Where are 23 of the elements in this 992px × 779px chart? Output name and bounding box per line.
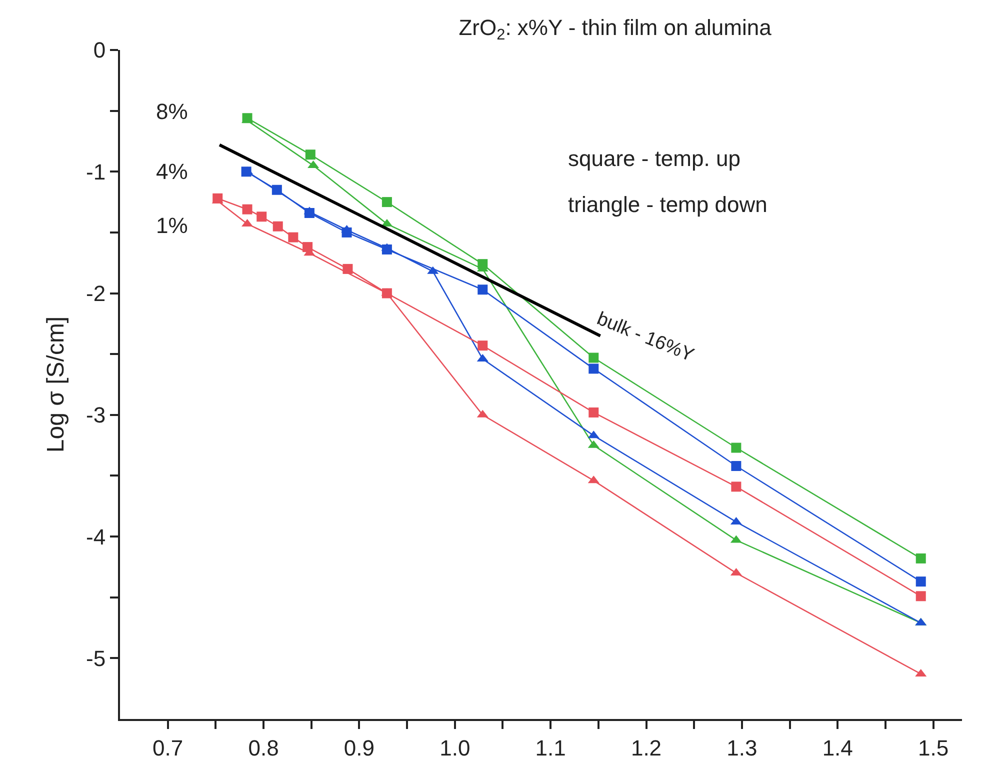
y-tick-label: -3: [86, 402, 106, 428]
y-tick-label: -1: [86, 159, 106, 184]
annotation: 8%: [156, 99, 188, 124]
x-tick-label: 0.8: [248, 735, 279, 760]
x-tick-label: 1.2: [630, 735, 662, 760]
x-tick-label: 1.3: [726, 735, 758, 760]
y-tick-label: -2: [86, 280, 106, 306]
annotation: 4%: [156, 159, 188, 184]
annotation: 1%: [156, 213, 188, 238]
y-tick-label: -5: [86, 646, 106, 671]
x-tick-label: 1.5: [918, 735, 949, 760]
x-tick-label: 1.4: [822, 735, 853, 760]
x-tick-label: 0.9: [344, 735, 374, 760]
x-tick-label: 1.1: [535, 735, 566, 760]
chart-title: ZrO$_{2}$: x%Y - thin film on alumina: [458, 14, 772, 44]
x-tick-label: 0.7: [152, 735, 184, 760]
x-tick-label: 1.0: [440, 735, 470, 760]
y-tick-label: -4: [86, 524, 106, 550]
annotation: bulk - 16%Y: [594, 308, 698, 366]
y-tick-label: 0: [93, 38, 106, 63]
annotation: square - temp. up: [568, 146, 740, 171]
y-axis-title: Log σ [S/cm]: [42, 316, 70, 453]
annotation: triangle - temp down: [568, 192, 768, 217]
